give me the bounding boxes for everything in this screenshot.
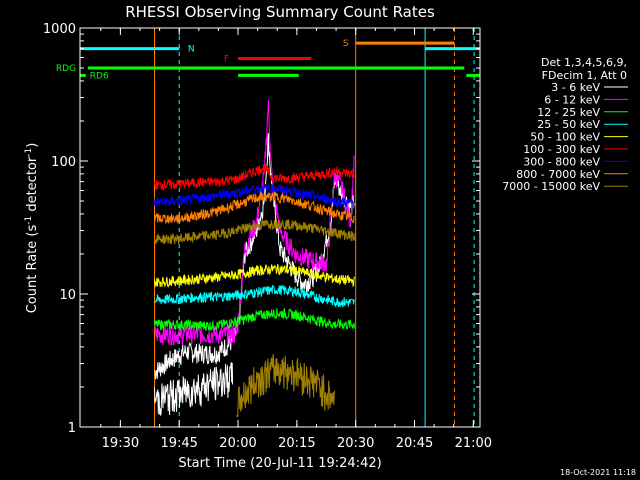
series-line-low-counts-7000 bbox=[236, 354, 336, 418]
x-tick-label: 20:00 bbox=[219, 436, 256, 451]
chart-title: RHESSI Observing Summary Count Rates bbox=[125, 3, 435, 21]
legend-entry-label: 7000 - 15000 keV bbox=[502, 180, 600, 193]
series-line-2 bbox=[154, 99, 355, 346]
legend-entry-label: 3 - 6 keV bbox=[551, 81, 600, 94]
y-tick-label: 1 bbox=[68, 421, 76, 436]
flag-label-f: F bbox=[224, 54, 229, 64]
series-line-3 bbox=[154, 307, 355, 332]
plot-frame bbox=[79, 27, 481, 428]
x-tick-label: 20:30 bbox=[337, 436, 374, 451]
x-tick-label: 21:00 bbox=[455, 436, 492, 451]
legend-entry-label: 800 - 7000 keV bbox=[516, 168, 600, 181]
legend-title-2: FDecim 1, Att 0 bbox=[542, 69, 627, 82]
series-line-9 bbox=[154, 218, 355, 245]
timestamp-label: 18-Oct-2021 11:18 bbox=[560, 468, 636, 477]
series-line-1 bbox=[154, 132, 355, 380]
legend-entry-label: 25 - 50 keV bbox=[537, 118, 600, 131]
legend: Det 1,3,4,5,6,9,FDecim 1, Att 03 - 6 keV… bbox=[502, 56, 628, 193]
x-axis-label: Start Time (20-Jul-11 19:24:42) bbox=[178, 456, 381, 471]
legend-entry-label: 6 - 12 keV bbox=[544, 93, 600, 106]
legend-title-1: Det 1,3,4,5,6,9, bbox=[541, 56, 627, 69]
x-tick-label: 20:15 bbox=[278, 436, 315, 451]
series-line-4 bbox=[154, 284, 355, 308]
series-line-5 bbox=[154, 263, 355, 288]
axis-ticks: 19:30 19:45 20:00 20:15 20:30 20:45 21:00 1 10 10… bbox=[43, 22, 492, 451]
plot-clip-group: N F S RDG RD6 bbox=[56, 28, 480, 427]
flag-label-n: N bbox=[188, 45, 195, 55]
series-line-6 bbox=[154, 163, 355, 192]
flag-label-rdg: RDG bbox=[56, 64, 76, 74]
x-tick-label: 19:45 bbox=[160, 436, 197, 451]
series-line-low-counts-3-6 bbox=[154, 362, 234, 417]
y-tick-label: 100 bbox=[51, 155, 76, 170]
x-tick-label: 19:30 bbox=[102, 436, 139, 451]
series-line-8 bbox=[154, 191, 355, 225]
legend-entry-label: 300 - 800 keV bbox=[523, 155, 600, 168]
flag-label-s: S bbox=[343, 39, 349, 49]
legend-entry-label: 100 - 300 keV bbox=[523, 143, 600, 156]
legend-entry-label: 50 - 100 keV bbox=[530, 131, 600, 144]
y-tick-label: 1000 bbox=[43, 22, 76, 37]
flag-label-rd6: RD6 bbox=[90, 71, 109, 81]
x-tick-label: 20:45 bbox=[396, 436, 433, 451]
series-line-7 bbox=[154, 183, 355, 209]
legend-entry-label: 12 - 25 keV bbox=[537, 106, 600, 119]
y-axis-label: Count Rate (s-1 detector-1) bbox=[24, 143, 40, 314]
y-tick-label: 10 bbox=[59, 288, 76, 303]
